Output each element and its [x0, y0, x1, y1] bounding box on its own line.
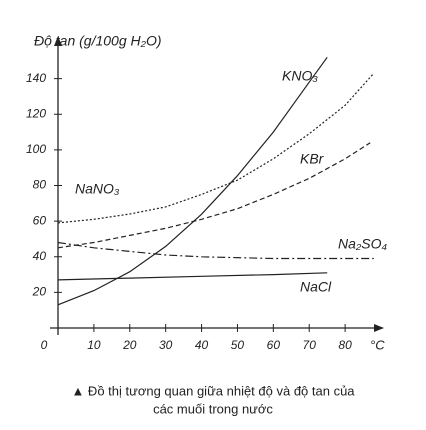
y-arrow — [54, 36, 62, 46]
series-line — [57, 272, 328, 281]
y-tick-label: 60 — [33, 213, 47, 227]
x-tick-label: 70 — [303, 338, 317, 352]
caption: các muối trong nước — [153, 401, 273, 416]
y-tick-label: 40 — [33, 249, 47, 263]
series-label: Na₂SO₄ — [338, 236, 387, 252]
y-tick-label: 120 — [26, 106, 46, 120]
x-tick-label: 20 — [122, 338, 137, 352]
y-axis-label: Độ tan (g/100g H₂O) — [34, 33, 162, 49]
y-tick-label: 80 — [33, 178, 47, 192]
y-tick-label: 100 — [26, 142, 46, 156]
x-arrow — [374, 324, 384, 332]
x-tick-label: 10 — [87, 338, 101, 352]
x-tick-label: 60 — [267, 338, 281, 352]
x-tick-label: 40 — [195, 338, 209, 352]
series-label: NaNO₃ — [75, 181, 120, 197]
y-tick-label: 140 — [26, 71, 46, 85]
series-label: KBr — [300, 151, 325, 167]
series-label: NaCl — [300, 279, 332, 295]
series-line — [57, 142, 371, 249]
series-line — [57, 72, 375, 224]
x-axis-label: °C — [370, 337, 385, 352]
x-tick-label: 80 — [338, 338, 352, 352]
series-label: KNO₃ — [282, 68, 318, 84]
x-tick-label: 0 — [41, 338, 48, 352]
y-tick-label: 20 — [32, 285, 47, 299]
caption: ▲ Đồ thị tương quan giữa nhiệt độ và độ … — [71, 383, 355, 398]
series-line — [57, 241, 374, 260]
x-tick-label: 30 — [159, 338, 173, 352]
series-line — [57, 56, 328, 306]
x-tick-label: 50 — [231, 338, 245, 352]
